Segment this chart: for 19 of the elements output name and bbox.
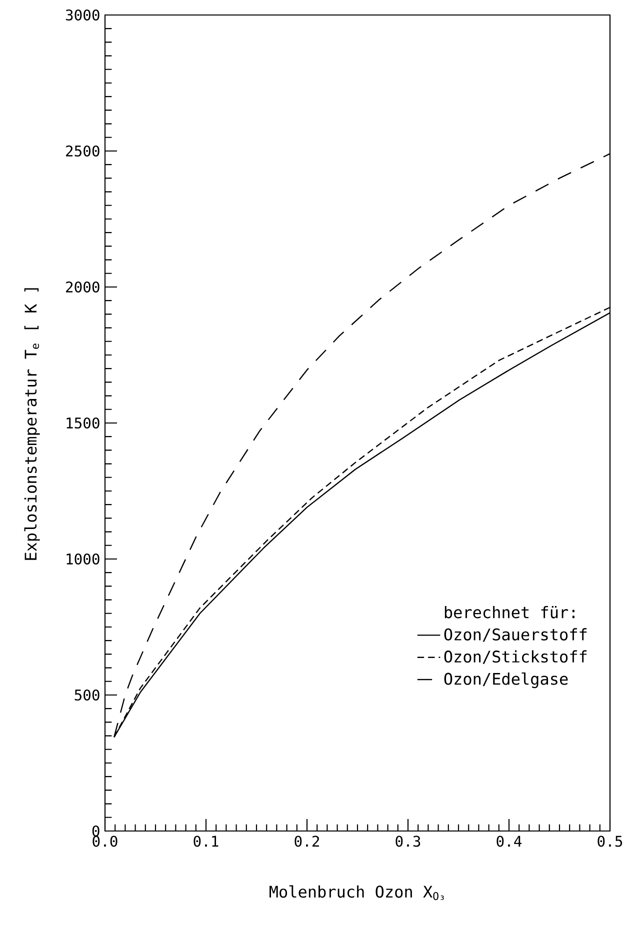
y-tick-label: 0 (92, 825, 100, 837)
text: Explosionstemperatur T$_{e}$ [ K ] (24, 288, 40, 560)
legend-label: Ozon/Stickstoff (444, 650, 587, 664)
y-tick-label: 1500 (66, 417, 100, 429)
y-tick-label: 1000 (66, 553, 100, 565)
x-tick-label: 0.1 (194, 836, 218, 847)
x-tick-label: 0.0 (92, 836, 118, 847)
x-tick-label: 0.3 (396, 836, 420, 847)
x-tick-label: 0.4 (496, 836, 522, 847)
x-tick-label: 0.2 (294, 836, 319, 847)
y-tick-label: 3000 (66, 9, 100, 21)
legend-title: berechnet für: (444, 606, 574, 618)
legend-label: Ozon/Sauerstoff (444, 628, 587, 642)
x-axis-title: Molenbruch Ozon X$_{O₃}$ (270, 885, 444, 900)
y-tick-label: 2500 (66, 145, 100, 157)
legend-label: Ozon/Edelgase (444, 672, 568, 688)
x-tick-label: 0.5 (598, 836, 622, 847)
y-tick-label: 2000 (66, 281, 100, 293)
y-tick-label: 500 (74, 689, 100, 701)
